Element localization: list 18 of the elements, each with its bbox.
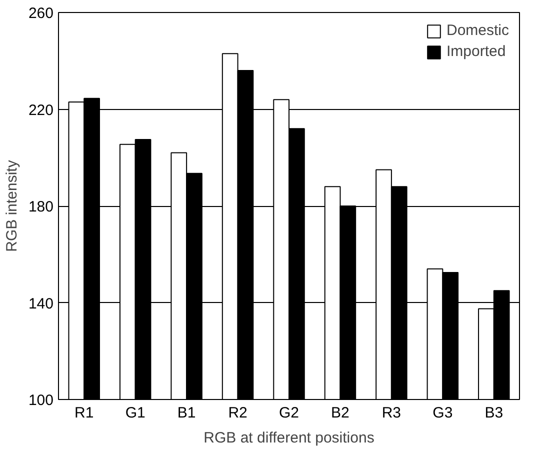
x-tick-label: G3 <box>432 404 453 422</box>
x-tick-label: G2 <box>278 404 300 422</box>
x-tick-label: B3 <box>484 404 504 422</box>
y-tick-label: 140 <box>28 295 54 312</box>
legend-label: Domestic <box>446 22 509 39</box>
x-tick-label: B2 <box>331 404 350 422</box>
legend-label: Imported <box>446 43 506 60</box>
x-tick-label: R3 <box>382 404 402 422</box>
x-axis-title: RGB at different positions <box>204 430 374 446</box>
y-tick-label: 100 <box>28 392 54 409</box>
x-tick-label: G1 <box>125 404 146 422</box>
y-axis-title: RGB intensity <box>3 160 20 252</box>
x-tick-label: R2 <box>228 404 248 422</box>
y-tick-label: 260 <box>28 5 54 22</box>
x-tick-label: R1 <box>74 404 94 422</box>
y-tick-label: 220 <box>28 102 54 119</box>
y-tick-label: 180 <box>28 198 54 216</box>
x-tick-label: B1 <box>177 404 196 422</box>
